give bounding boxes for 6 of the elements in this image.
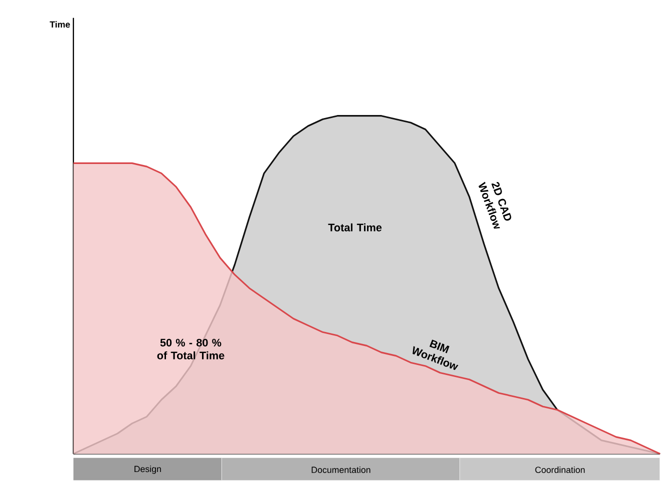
annotation: Total Time	[328, 224, 382, 232]
text: Design	[134, 466, 161, 474]
annotation: 50 % - 80 % of Total Time	[157, 339, 224, 360]
text: Time	[50, 21, 70, 28]
text: Documentation	[312, 466, 370, 474]
text: Coordination	[535, 466, 585, 474]
